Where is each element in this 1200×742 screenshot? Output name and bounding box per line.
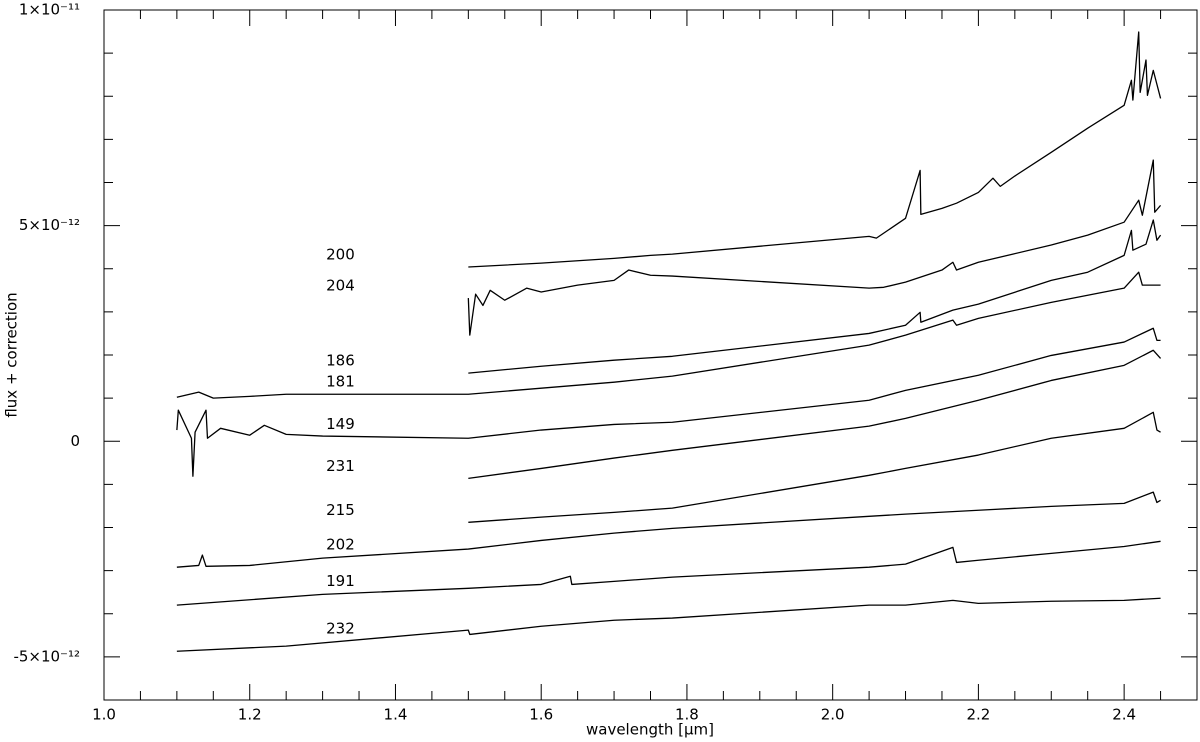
y-tick-label: 0 (70, 432, 80, 450)
series-label: 215 (326, 501, 355, 519)
plot-frame (103, 9, 1198, 701)
spectrum-line (467, 159, 1162, 336)
series-label: 191 (326, 572, 355, 590)
series-label: 186 (326, 352, 355, 370)
x-tick-label: 2.0 (821, 706, 845, 724)
x-tick-label: 2.4 (1112, 706, 1136, 724)
x-tick-label: 1.4 (384, 706, 408, 724)
series-label: 149 (326, 415, 355, 433)
spectrum-line (468, 411, 1161, 523)
y-tick-label: 1×10⁻¹¹ (19, 1, 80, 19)
spectrum-line (468, 349, 1162, 479)
x-tick-label: 1.2 (238, 706, 262, 724)
spectrum-line (176, 597, 1161, 652)
series-label: 204 (326, 277, 355, 295)
x-tick-label: 1.8 (675, 706, 699, 724)
spectrum-line (176, 540, 1161, 606)
y-tick-label: -5×10⁻¹² (13, 647, 80, 665)
y-axis-label: flux + correction (3, 292, 21, 417)
series-label: 181 (326, 373, 355, 391)
x-axis-label: wavelength [μm] (586, 721, 714, 739)
x-tick-label: 2.2 (966, 706, 990, 724)
series-label: 200 (326, 246, 355, 264)
series-label: 231 (326, 457, 355, 475)
y-tick-label: 5×10⁻¹² (19, 216, 80, 234)
x-tick-label: 1.6 (529, 706, 553, 724)
spectrum-line (468, 219, 1162, 374)
spectrum-line (176, 271, 1161, 399)
series-label: 232 (326, 619, 355, 637)
spectrum-line (468, 31, 1162, 268)
spectrum-line (176, 327, 1161, 477)
series-label: 202 (326, 535, 355, 553)
spectrum-line (176, 491, 1161, 568)
x-tick-label: 1.0 (92, 706, 116, 724)
